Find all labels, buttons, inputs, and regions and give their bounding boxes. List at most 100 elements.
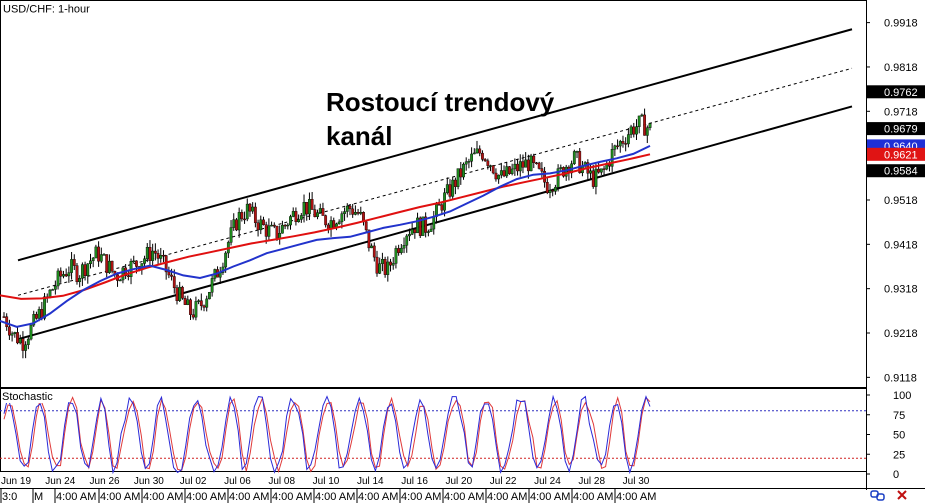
price-tick-label: 0.9218 — [884, 328, 918, 340]
candle — [399, 243, 403, 255]
channel-upper-line[interactable] — [17, 28, 853, 262]
symbol-label: USD/CHF: 1-hour — [3, 4, 90, 16]
candle — [189, 298, 192, 320]
annotation-line-1: Rostoucí trendový — [326, 87, 555, 117]
candle — [456, 168, 460, 190]
date-label: Jun 30 — [134, 476, 164, 487]
candle — [637, 115, 641, 134]
candle — [572, 149, 576, 165]
candle — [191, 308, 195, 320]
candle — [167, 266, 171, 279]
candle — [210, 274, 214, 297]
stochastic-tick-label: 100 — [893, 390, 911, 402]
candle — [251, 202, 255, 214]
close-icon[interactable] — [897, 490, 907, 500]
candle — [397, 244, 401, 256]
candle — [159, 247, 163, 263]
moving-averages — [0, 144, 651, 328]
candle — [478, 145, 482, 157]
candle — [29, 322, 33, 341]
candle — [451, 177, 455, 200]
candle — [621, 135, 625, 148]
stochastic-axis: 100 75 50 25 0 — [866, 390, 911, 481]
candle — [16, 327, 19, 345]
stochastic-lines — [0, 394, 866, 475]
candle — [316, 209, 319, 220]
candle — [508, 166, 511, 175]
fast-moving-average-line[interactable] — [0, 144, 651, 328]
date-axis: Jun 19 Jun 24 Jun 26 Jun 30 Jul 02 Jul 06 Jul … — [0, 476, 656, 503]
candle — [145, 243, 149, 263]
candle — [232, 213, 236, 231]
candle — [197, 299, 201, 305]
candle — [497, 174, 501, 184]
candle — [464, 157, 468, 171]
candle — [602, 166, 606, 176]
candle — [643, 108, 646, 136]
candle — [75, 263, 79, 285]
candle — [499, 162, 503, 179]
candle — [556, 164, 560, 192]
candle — [59, 267, 63, 283]
candle — [597, 161, 601, 174]
candle — [183, 295, 187, 305]
stochastic-k-line[interactable] — [3, 394, 651, 475]
link-icon[interactable] — [870, 490, 885, 501]
candle — [118, 278, 122, 282]
price-tick-label: 0.9718 — [884, 106, 918, 118]
candle — [86, 263, 90, 284]
time-label: 4:00 AM — [616, 491, 656, 503]
candle — [410, 222, 414, 236]
candle — [483, 158, 487, 163]
candle — [459, 161, 463, 185]
candle — [632, 122, 636, 138]
candle — [305, 201, 309, 221]
candle — [518, 154, 522, 177]
slow-moving-average-line[interactable] — [0, 153, 651, 300]
stochastic-d-line[interactable] — [3, 395, 651, 474]
candle — [359, 206, 363, 216]
time-label: 4:00 AM — [487, 491, 527, 503]
candle — [502, 165, 506, 178]
candle — [648, 122, 652, 131]
time-label: 4:00 AM — [358, 491, 398, 503]
time-label: 4:00 AM — [272, 491, 312, 503]
candle — [32, 310, 36, 327]
candle — [299, 213, 303, 223]
candle — [618, 139, 622, 153]
candle — [267, 218, 271, 241]
candle — [286, 223, 290, 230]
candle — [505, 162, 509, 178]
candle — [529, 153, 533, 172]
candle — [5, 313, 9, 331]
candle — [18, 334, 22, 345]
candle — [281, 220, 284, 234]
date-label: Jul 20 — [446, 476, 473, 487]
candle — [297, 214, 301, 223]
candle — [67, 266, 71, 283]
candle — [348, 204, 352, 216]
annotation-line-2: kanál — [326, 121, 393, 151]
candle — [489, 164, 492, 172]
candle — [551, 188, 555, 197]
candle — [559, 164, 563, 171]
channel-annotation: Rostoucí trendový kanál — [326, 87, 561, 151]
candle — [78, 275, 82, 288]
time-label: 4:00 AM — [143, 491, 183, 503]
candle — [97, 241, 101, 267]
price-marker-label: 0.9584 — [884, 166, 918, 178]
candle — [318, 203, 322, 214]
stochastic-tick-label: 0 — [893, 469, 899, 481]
candle — [467, 158, 471, 169]
main-chart-frame — [0, 0, 867, 388]
candle — [102, 253, 106, 256]
candle — [237, 207, 241, 238]
candle — [156, 249, 160, 265]
candle — [462, 162, 465, 180]
candle — [453, 177, 457, 195]
candle — [2, 312, 6, 318]
price-marker: 0.9621 — [867, 147, 925, 161]
candle — [80, 262, 84, 286]
candle — [470, 147, 474, 168]
